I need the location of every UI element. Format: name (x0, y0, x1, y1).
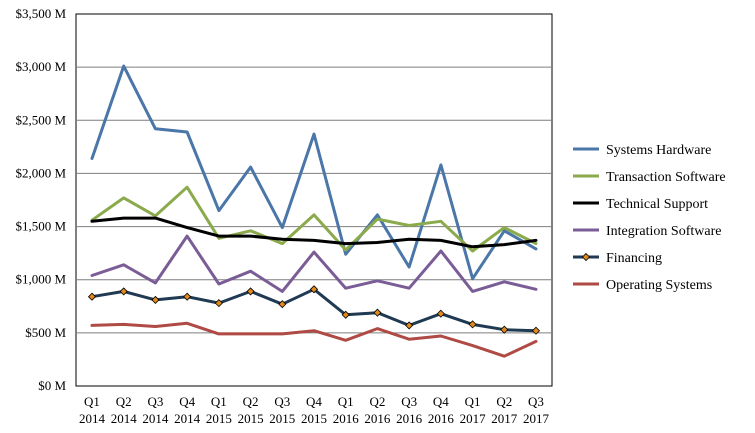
series-lines (87, 64, 541, 358)
y-axis-ticks: $0 M $500 M $1,000 M $1,500 M $2,000 M $2,500… (15, 6, 66, 393)
legend-label-integration-software: Integration Software (606, 224, 721, 239)
data-point-financing (214, 299, 223, 308)
x-tick-label: Q2 2016 (364, 394, 391, 426)
x-tick-label: Q4 2014 (174, 394, 201, 426)
x-tick-quarter: Q2 (243, 394, 259, 409)
x-tick-year: 2015 (238, 411, 264, 426)
x-tick-label: Q2 2015 (238, 394, 264, 426)
x-tick-label: Q2 2014 (111, 394, 138, 426)
x-tick-year: 2015 (269, 411, 295, 426)
x-axis-ticks: Q1 2014 Q2 2014 Q3 2014 Q4 2014 Q1 2015 Q2 2015 Q3 20… (79, 394, 550, 426)
y-tick-label: $1,500 M (15, 219, 66, 234)
data-point-financing (278, 300, 287, 309)
x-tick-quarter: Q1 (84, 394, 100, 409)
series-line-transaction-software (90, 185, 538, 253)
legend-label-technical-support: Technical Support (606, 197, 708, 212)
x-tick-quarter: Q3 (528, 394, 544, 409)
data-point-financing (341, 310, 350, 319)
x-tick-year: 2014 (174, 411, 201, 426)
legend-label-systems-hardware: Systems Hardware (606, 143, 711, 158)
x-tick-quarter: Q3 (401, 394, 417, 409)
x-tick-year: 2016 (428, 411, 455, 426)
x-tick-year: 2014 (111, 411, 138, 426)
x-tick-label: Q3 2014 (142, 394, 169, 426)
data-point-financing (151, 295, 160, 304)
x-tick-year: 2016 (333, 411, 360, 426)
x-tick-year: 2016 (364, 411, 391, 426)
legend-label-transaction-software: Transaction Software (606, 170, 726, 185)
x-tick-year: 2017 (460, 411, 487, 426)
x-tick-year: 2015 (206, 411, 232, 426)
data-point-financing (183, 292, 192, 301)
series-line-technical-support (90, 216, 538, 249)
x-tick-quarter: Q2 (116, 394, 132, 409)
x-tick-label: Q4 2015 (301, 394, 327, 426)
y-tick-label: $3,500 M (15, 6, 66, 21)
x-tick-year: 2017 (491, 411, 518, 426)
data-point-financing (246, 287, 255, 296)
x-tick-year: 2014 (142, 411, 169, 426)
y-tick-label: $0 M (38, 378, 66, 393)
x-tick-year: 2014 (79, 411, 106, 426)
x-tick-year: 2016 (396, 411, 423, 426)
x-tick-quarter: Q1 (211, 394, 227, 409)
x-tick-quarter: Q3 (274, 394, 290, 409)
x-tick-quarter: Q1 (465, 394, 481, 409)
legend-label-financing: Financing (606, 251, 662, 266)
y-tick-label: $1,000 M (15, 272, 66, 287)
legend-marker (581, 252, 591, 262)
y-tick-label: $2,500 M (15, 112, 66, 127)
series-line-integration-software (90, 234, 538, 293)
x-tick-quarter: Q4 (179, 394, 195, 409)
data-point-financing (436, 309, 445, 318)
x-tick-quarter: Q2 (369, 394, 385, 409)
data-point-financing (309, 285, 319, 294)
y-tick-label: $3,000 M (15, 59, 66, 74)
x-tick-label: Q3 2016 (396, 394, 423, 426)
x-tick-quarter: Q1 (338, 394, 354, 409)
x-tick-label: Q1 2014 (79, 394, 106, 426)
legend: Systems Hardware Transaction Software Tech… (573, 143, 726, 293)
data-point-financing (531, 326, 541, 335)
x-tick-quarter: Q4 (306, 394, 322, 409)
x-tick-year: 2015 (301, 411, 327, 426)
x-tick-label: Q1 2016 (333, 394, 360, 426)
x-tick-quarter: Q2 (496, 394, 512, 409)
data-point-financing (405, 321, 414, 330)
x-tick-label: Q1 2015 (206, 394, 232, 426)
x-tick-label: Q3 2015 (269, 394, 295, 426)
x-tick-quarter: Q3 (147, 394, 163, 409)
x-tick-label: Q2 2017 (491, 394, 518, 426)
data-point-financing (87, 292, 97, 301)
data-point-financing (373, 308, 382, 317)
y-tick-label: $500 M (25, 325, 66, 340)
legend-label-operating-systems: Operating Systems (606, 278, 712, 293)
data-point-financing (468, 320, 477, 329)
y-tick-label: $2,000 M (15, 165, 66, 180)
x-tick-label: Q4 2016 (428, 394, 455, 426)
x-tick-label: Q1 2017 (460, 394, 487, 426)
data-point-financing (500, 325, 509, 334)
x-tick-quarter: Q4 (433, 394, 449, 409)
x-tick-year: 2017 (523, 411, 550, 426)
data-point-financing (119, 287, 128, 296)
series-line-operating-systems (90, 321, 538, 358)
x-tick-label: Q3 2017 (523, 394, 550, 426)
